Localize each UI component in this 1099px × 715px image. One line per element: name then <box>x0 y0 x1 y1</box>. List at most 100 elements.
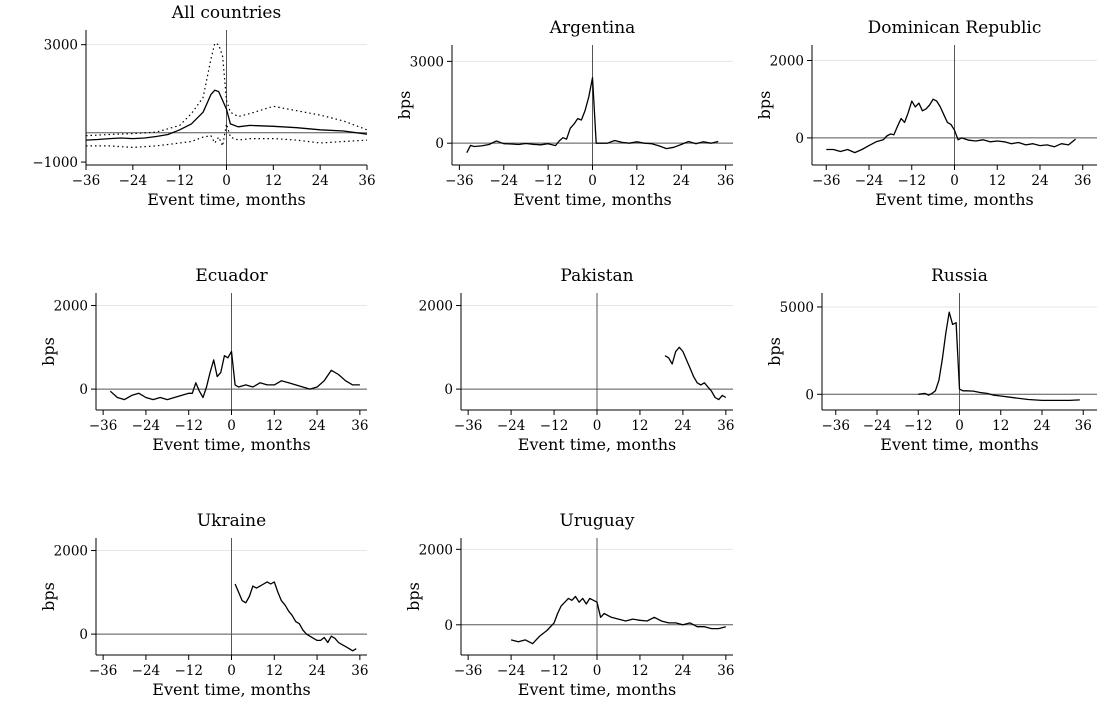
panel-title: Dominican Republic <box>868 18 1042 38</box>
y-axis-label: bps <box>39 337 58 366</box>
x-tick-label: 36 <box>717 663 734 679</box>
x-axis-label: Event time, months <box>152 435 310 454</box>
x-axis-label: Event time, months <box>518 680 676 699</box>
x-tick-label: −12 <box>534 173 563 189</box>
x-tick-label: −36 <box>89 663 118 679</box>
y-axis-label: bps <box>765 337 784 366</box>
panel-title: Ecuador <box>195 266 268 286</box>
y-tick-label: −1000 <box>32 155 78 171</box>
y-tick-label: 0 <box>79 627 88 643</box>
panel-ukraine: Ukraine −36 −24 −12 0 12 24 36 0 2000 Event time, … <box>39 511 368 699</box>
series-line-solid-0 <box>510 595 726 645</box>
x-axis-label: Event time, months <box>880 435 1038 454</box>
x-tick-label: −12 <box>904 418 933 434</box>
y-tick-label: 0 <box>79 382 88 398</box>
x-tick-label: 24 <box>312 173 329 189</box>
y-tick-label: 2000 <box>54 299 88 315</box>
x-axis-label: Event time, months <box>152 680 310 699</box>
x-tick-label: 12 <box>266 418 283 434</box>
x-tick-label: 36 <box>351 418 368 434</box>
x-tick-label: −24 <box>863 418 892 434</box>
series-line-solid-0 <box>234 581 357 652</box>
x-tick-label: −24 <box>490 173 519 189</box>
panel-title: Ukraine <box>197 511 266 531</box>
y-tick-label: 0 <box>444 618 453 634</box>
y-tick-label: 2000 <box>54 544 88 560</box>
x-tick-label: −12 <box>165 173 194 189</box>
x-tick-label: 0 <box>593 418 602 434</box>
y-tick-label: 2000 <box>770 53 804 69</box>
series-line-solid-0 <box>664 346 727 401</box>
panel-dominican-republic: Dominican Republic −36 −24 −12 0 12 24 36 0 2000 E… <box>755 18 1097 209</box>
panel-argentina: Argentina −36 −24 −12 0 12 24 36 0 3000 Event time… <box>395 18 734 209</box>
x-tick-label: 12 <box>265 173 282 189</box>
x-tick-label: −36 <box>89 418 118 434</box>
x-tick-label: 36 <box>1074 173 1091 189</box>
y-axis-label: bps <box>755 91 774 120</box>
x-axis-label: Event time, months <box>147 190 305 209</box>
x-tick-label: −36 <box>445 173 474 189</box>
y-tick-label: 0 <box>795 131 804 147</box>
panel-title: Argentina <box>549 18 636 38</box>
x-tick-label: 0 <box>588 173 597 189</box>
panel-title: Pakistan <box>560 266 633 286</box>
y-tick-label: 0 <box>805 387 814 403</box>
x-tick-label: 24 <box>308 663 325 679</box>
x-tick-label: 24 <box>674 663 691 679</box>
x-tick-label: 12 <box>989 173 1006 189</box>
x-tick-label: 24 <box>673 173 690 189</box>
x-tick-label: −12 <box>898 173 927 189</box>
x-tick-label: −36 <box>72 173 101 189</box>
x-tick-label: −24 <box>132 418 161 434</box>
x-tick-label: −36 <box>812 173 841 189</box>
series-line-solid-0 <box>85 89 368 141</box>
x-tick-label: −24 <box>132 663 161 679</box>
panel-title: All countries <box>171 3 281 23</box>
x-tick-label: −12 <box>174 663 203 679</box>
series-line-solid-0 <box>466 77 719 153</box>
x-tick-label: 36 <box>351 663 368 679</box>
panel-all-countries: All countries −36 −24 −12 0 12 24 36 −1000 3000 Ev… <box>32 3 375 209</box>
panel-pakistan: Pakistan −36 −24 −12 0 12 24 36 0 2000 Event time,… <box>419 266 735 454</box>
x-tick-label: −36 <box>454 663 483 679</box>
x-tick-label: 12 <box>992 418 1009 434</box>
x-tick-label: 0 <box>955 418 964 434</box>
series-line-solid-0 <box>826 98 1077 154</box>
series-line-solid-0 <box>109 350 360 401</box>
x-tick-label: −24 <box>855 173 884 189</box>
series-line-solid-0 <box>918 311 1080 402</box>
x-tick-label: 24 <box>1031 173 1048 189</box>
x-tick-label: 0 <box>227 663 236 679</box>
panel-title: Uruguay <box>560 511 635 531</box>
x-tick-label: 24 <box>1033 418 1050 434</box>
x-tick-label: 0 <box>950 173 959 189</box>
x-axis-label: Event time, months <box>518 435 676 454</box>
x-axis-label: Event time, months <box>875 190 1033 209</box>
x-tick-label: 0 <box>222 173 231 189</box>
y-tick-label: 3000 <box>410 54 444 70</box>
y-tick-label: 3000 <box>44 38 78 54</box>
x-tick-label: 12 <box>631 663 648 679</box>
y-tick-label: 0 <box>435 136 444 152</box>
x-tick-label: 0 <box>227 418 236 434</box>
x-tick-label: −36 <box>822 418 851 434</box>
x-tick-label: 12 <box>628 173 645 189</box>
y-tick-label: 0 <box>444 382 453 398</box>
x-axis-label: Event time, months <box>513 190 671 209</box>
x-tick-label: 36 <box>717 173 734 189</box>
x-tick-label: −12 <box>174 418 203 434</box>
x-tick-label: −24 <box>497 663 526 679</box>
x-tick-label: 36 <box>717 418 734 434</box>
y-tick-label: 2000 <box>419 542 453 558</box>
x-tick-label: 24 <box>674 418 691 434</box>
x-tick-label: −12 <box>540 663 569 679</box>
x-tick-label: 24 <box>308 418 325 434</box>
x-tick-label: 0 <box>593 663 602 679</box>
x-tick-label: −24 <box>119 173 148 189</box>
x-tick-label: 36 <box>1075 418 1092 434</box>
x-tick-label: −36 <box>454 418 483 434</box>
x-tick-label: −12 <box>540 418 569 434</box>
y-axis-label: bps <box>39 582 58 611</box>
